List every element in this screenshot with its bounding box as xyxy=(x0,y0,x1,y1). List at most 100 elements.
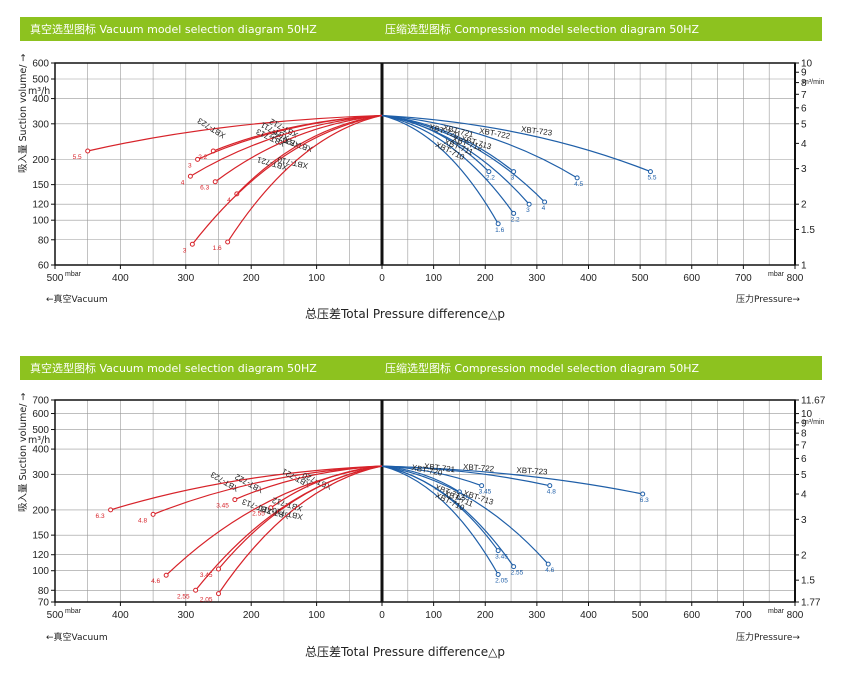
series-end-point xyxy=(479,483,485,489)
y-tick-label-right: 4 xyxy=(801,139,807,150)
series-end-label: 2.2 xyxy=(486,175,495,182)
y-right-unit-1: m³/min xyxy=(803,79,824,86)
x-tick-label: 0 xyxy=(379,273,385,284)
chart-block-1: 真空选型图标 Vacuum model selection diagram 50… xyxy=(18,17,824,321)
series-line xyxy=(87,114,383,152)
y-tick-label-right: 1.5 xyxy=(801,576,815,587)
x-tick-label: 300 xyxy=(177,273,194,284)
x-tick-label: 400 xyxy=(112,610,129,621)
series-end-point xyxy=(232,497,238,503)
series-line xyxy=(195,465,383,591)
series-end-point xyxy=(150,511,156,517)
series-end-label: 2.2 xyxy=(511,216,520,223)
x-tick-label: 300 xyxy=(177,610,194,621)
series-end-point xyxy=(511,210,517,216)
series-end-point xyxy=(187,173,193,179)
grid-1 xyxy=(55,62,795,266)
y-tick-label: 100 xyxy=(32,566,49,577)
y-tick-label: 120 xyxy=(32,550,49,561)
y-tick-label-right: 7 xyxy=(801,90,807,101)
series-end-label: 3.45 xyxy=(216,503,229,510)
y-tick-label: 100 xyxy=(32,216,49,227)
series-end-label: 3.45 xyxy=(479,489,492,496)
series-end-label: 3 xyxy=(188,162,192,169)
y-tick-label: 200 xyxy=(32,155,49,166)
series-end-label: 4.6 xyxy=(151,578,160,585)
y-tick-label-right: 8 xyxy=(801,78,807,89)
y-tick-label-right: 1 xyxy=(801,261,807,272)
series-model-label: XBT-722 xyxy=(463,462,495,473)
series-end-point xyxy=(225,239,231,245)
y-tick-label-right: 5 xyxy=(801,119,807,130)
x-tick-label: 400 xyxy=(580,610,597,621)
x-tick-label: 200 xyxy=(477,610,494,621)
mbar-right-1: mbar xyxy=(768,271,785,278)
x-title-2: 总压差Total Pressure difference△p xyxy=(305,645,505,659)
y-tick-label-right: 9 xyxy=(801,418,807,429)
y-tick-label: 150 xyxy=(32,180,49,191)
series-line xyxy=(190,114,383,177)
series-line xyxy=(214,114,383,183)
y-tick-label-right: 2 xyxy=(801,550,807,561)
series-line xyxy=(381,114,515,214)
y-tick-label-right: 11.67 xyxy=(801,396,826,407)
series-line xyxy=(381,114,499,225)
series-line xyxy=(165,465,383,576)
y-left-unit-2: m³/h xyxy=(28,435,50,446)
series-end-label: 5.5 xyxy=(73,154,82,161)
x-tick-label: 300 xyxy=(529,273,546,284)
series-end-label: 3 xyxy=(511,175,515,182)
series-line xyxy=(381,465,549,565)
y-tick-label: 400 xyxy=(32,94,49,105)
y-tick-label-right: 5 xyxy=(801,470,807,481)
y-tick-label: 500 xyxy=(32,425,49,436)
grid-2 xyxy=(55,399,795,603)
series-end-label: 3.45 xyxy=(200,572,213,579)
x-tick-label: 800 xyxy=(787,273,804,284)
y-tick-label: 200 xyxy=(32,505,49,516)
y-tick-label-right: 1.5 xyxy=(801,225,815,236)
vacuum-series-2: 6.3XBT-7234.8XBT-7223.45XBT-7212.55XBT-7… xyxy=(96,465,383,604)
series-end-point xyxy=(486,169,492,175)
x-tick-label: 800 xyxy=(787,610,804,621)
y-tick-label-right: 9 xyxy=(801,68,807,79)
x-tick-label: 100 xyxy=(425,273,442,284)
series-end-point xyxy=(163,572,169,578)
x-tick-label: 500 xyxy=(632,610,649,621)
series-line xyxy=(381,114,651,173)
series-line xyxy=(381,465,515,567)
x-tick-label: 700 xyxy=(735,610,752,621)
chart-block-2: 真空选型图标 Vacuum model selection diagram 50… xyxy=(18,356,826,659)
mbar-left-1: mbar xyxy=(65,271,82,278)
y-tick-label-right: 6 xyxy=(801,454,807,465)
series-end-label: 6.3 xyxy=(96,513,105,520)
series-line xyxy=(234,465,383,501)
mbar-left-2: mbar xyxy=(65,608,82,615)
x-tick-label: 500 xyxy=(47,610,64,621)
compression-title-2: 压缩选型图标 Compression model selection diagr… xyxy=(385,361,700,375)
y-tick-label-right: 10 xyxy=(801,59,813,70)
series-end-label: 3 xyxy=(183,247,187,254)
series-end-point xyxy=(85,148,91,154)
y-tick-label: 400 xyxy=(32,445,49,456)
x-tick-label: 100 xyxy=(425,610,442,621)
y-tick-label: 300 xyxy=(32,119,49,130)
series-end-point xyxy=(547,483,553,489)
series-end-point xyxy=(574,175,580,181)
compression-title-1: 压缩选型图标 Compression model selection diagr… xyxy=(385,22,700,36)
series-end-point xyxy=(216,591,221,597)
series-end-label: 3 xyxy=(526,207,530,214)
x-tick-label: 100 xyxy=(308,610,325,621)
y-tick-label: 700 xyxy=(32,396,49,407)
series-line xyxy=(218,465,383,594)
y-tick-label-right: 6 xyxy=(801,103,807,114)
y-tick-label-right: 10 xyxy=(801,409,813,420)
series-line xyxy=(381,114,530,205)
series-end-point xyxy=(495,221,501,227)
series-end-label: 2.05 xyxy=(200,597,213,604)
series-end-label: 2.05 xyxy=(495,578,508,585)
series-end-label: 1.6 xyxy=(495,227,504,234)
y-left-label-2: 吸入量 Suction volume/ → xyxy=(18,393,29,512)
series-line xyxy=(381,114,515,173)
